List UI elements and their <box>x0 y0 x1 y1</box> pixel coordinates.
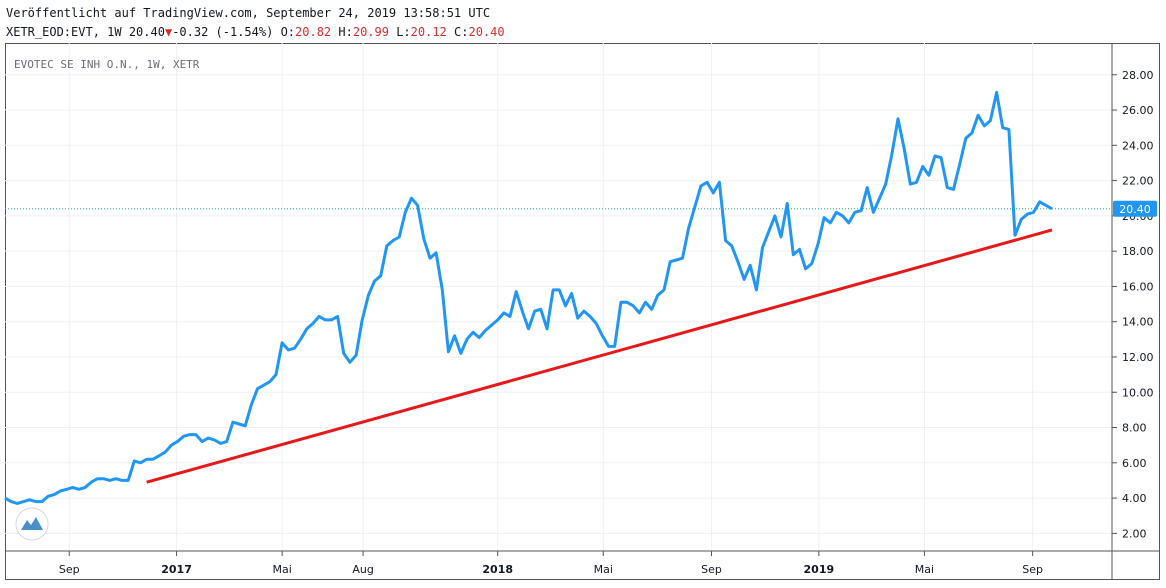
x-tick-label: 2019 <box>804 563 835 576</box>
y-tick-label: 12.00 <box>1122 351 1154 364</box>
y-tick-label: 14.00 <box>1122 316 1154 329</box>
y-tick-label: 8.00 <box>1122 422 1147 435</box>
logo-shape <box>21 517 43 530</box>
high-value: 20.99 <box>352 25 389 39</box>
trend-line[interactable] <box>146 228 1053 484</box>
low-value: 20.12 <box>410 25 447 39</box>
price-change: -0.32 (-1.54%) <box>172 25 274 39</box>
close-label: C: <box>454 25 469 39</box>
close-value: 20.40 <box>468 25 505 39</box>
last-price-badge-bg <box>1113 200 1157 217</box>
last-price-label: 20.40 <box>1119 203 1151 216</box>
price-series-line[interactable] <box>4 90 1053 505</box>
y-tick-label: 28.00 <box>1122 69 1154 82</box>
y-tick-label: 22.00 <box>1122 175 1154 188</box>
y-axis: 2.00 4.00 6.00 8.00 10.00 12.00 14.00 16.00 18.0… <box>1112 69 1154 540</box>
x-tick-label: Sep <box>701 563 722 576</box>
y-tick-label: 18.00 <box>1122 245 1154 258</box>
x-tick-label: 2017 <box>161 563 192 576</box>
x-tick-label: Sep <box>1022 563 1043 576</box>
symbol-label: XETR_EOD:EVT, 1W <box>6 25 122 39</box>
x-axis: Sep 2017 Mai Aug 2018 Mai Sep 2019 Mai Sep <box>59 551 1043 576</box>
x-tick-label: 2018 <box>482 563 513 576</box>
x-tick-label: Aug <box>352 563 373 576</box>
y-tick-label: 10.00 <box>1122 386 1154 399</box>
published-header: Veröffentlicht auf TradingView.com, Sept… <box>6 6 491 20</box>
grid-lines <box>5 43 1112 551</box>
x-tick-label: Mai <box>915 563 934 576</box>
chart-title: EVOTEC SE INH O.N., 1W, XETR <box>14 58 200 71</box>
tradingview-logo-icon[interactable] <box>15 507 49 541</box>
down-triangle-icon: ▼ <box>164 25 173 39</box>
y-tick-label: 6.00 <box>1122 457 1147 470</box>
y-tick-label: 16.00 <box>1122 280 1154 293</box>
y-tick-label: 24.00 <box>1122 139 1154 152</box>
last-price: 20.40 <box>128 25 165 39</box>
ohlc-header: XETR_EOD:EVT, 1W 20.40▼-0.32 (-1.54%) O:… <box>6 25 505 39</box>
last-price-badge: 20.40 <box>1113 200 1157 217</box>
low-label: L: <box>396 25 411 39</box>
open-label: O: <box>280 25 296 39</box>
y-tick-label: 26.00 <box>1122 104 1154 117</box>
open-value: 20.82 <box>295 25 332 39</box>
high-label: H: <box>338 25 353 39</box>
x-tick-label: Mai <box>594 563 613 576</box>
x-tick-label: Mai <box>272 563 291 576</box>
chart-frame <box>5 43 1160 580</box>
x-tick-label: Sep <box>59 563 80 576</box>
y-tick-label: 2.00 <box>1122 527 1147 540</box>
y-tick-label: 4.00 <box>1122 492 1147 505</box>
